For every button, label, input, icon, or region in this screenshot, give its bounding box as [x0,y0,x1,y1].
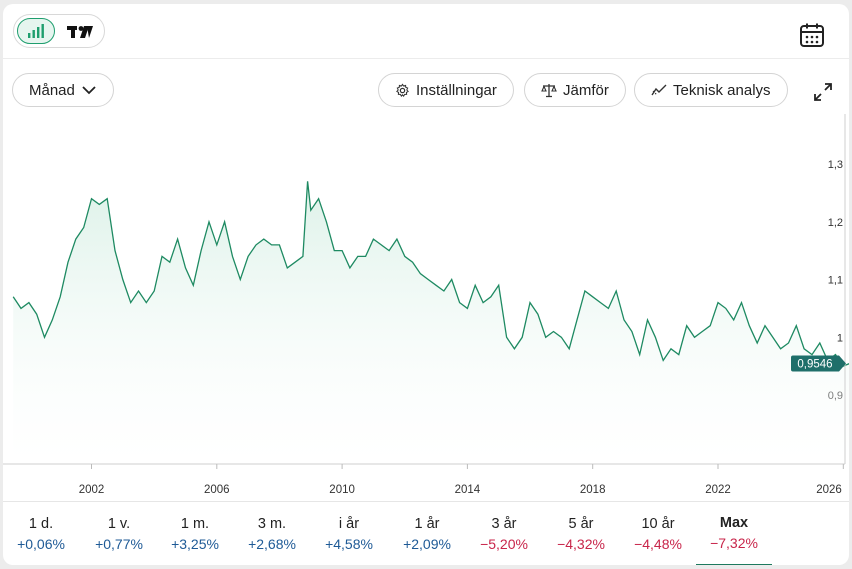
period-tabs: 1 d. +0,06% 1 v. +0,77% 1 m. +3,25% 3 m. +2,68%… [3,501,849,565]
period-tab[interactable]: 3 år −5,20% [468,502,540,565]
period-tab[interactable]: 3 m. +2,68% [236,502,308,565]
period-dropdown[interactable]: Månad [12,73,114,107]
compare-button[interactable]: Jämför [524,73,626,107]
y-tick-label: 1,1 [828,275,843,287]
x-tick-label: 2022 [705,484,731,496]
y-tick-label: 1,3 [828,159,843,171]
price-area-fill [13,181,849,464]
period-tab-label: i år [338,516,360,532]
x-tick-label: 2026 [816,484,842,496]
period-tab-label: 3 år [491,516,517,532]
bar-chart-icon[interactable] [17,18,55,44]
tradingview-logo-icon[interactable] [66,21,94,43]
last-value-badge-shape [791,355,846,372]
period-tab-label: 1 år [414,516,440,532]
period-tab[interactable]: 1 m. +3,25% [159,502,231,565]
period-tab-label: 10 år [641,516,675,532]
x-tick-label: 2014 [455,484,481,496]
period-tab-label: 1 d. [28,516,54,532]
gear-icon [396,83,409,97]
settings-label: Inställningar [416,81,497,99]
period-tab-change: +2,09% [403,536,451,552]
x-tick-label: 2010 [329,484,355,496]
expand-icon[interactable] [811,80,835,104]
period-dropdown-label: Månad [29,81,75,99]
period-tab-change: +3,25% [171,536,219,552]
y-tick-label: 1 [837,332,843,344]
period-tab[interactable]: 1 d. +0,06% [5,502,77,565]
period-tab-label: 1 v. [107,516,131,532]
chevron-down-icon [82,86,96,95]
period-tab-change: +4,58% [325,536,373,552]
x-tick-label: 2018 [580,484,606,496]
trend-line-icon [651,84,667,96]
period-tab[interactable]: 5 år −4,32% [545,502,617,565]
period-tab-change: −5,20% [480,536,528,552]
period-tab[interactable]: 10 år −4,48% [622,502,694,565]
chart-type-bar [3,4,849,59]
settings-button[interactable]: Inställningar [378,73,514,107]
price-line [12,181,849,367]
compare-label: Jämför [563,81,609,99]
period-tab[interactable]: 1 v. +0,77% [83,502,155,565]
period-tab-label: 1 m. [180,516,210,532]
period-tab-change: +0,77% [95,536,143,552]
last-value-label: 0,9546 [797,358,832,370]
technical-analysis-button[interactable]: Teknisk analys [634,73,788,107]
period-tab[interactable]: i år +4,58% [313,502,385,565]
x-tick-label: 2006 [204,484,230,496]
period-tab-label: Max [719,515,749,531]
period-tab-change: +2,68% [248,536,296,552]
period-tab-change: −4,48% [634,536,682,552]
chart-area[interactable]: 1,31,21,110,9 20022006201020142018202220… [3,114,849,504]
technical-analysis-label: Teknisk analys [673,81,771,99]
y-tick-label: 1,2 [828,217,843,229]
x-tick-label: 2002 [79,484,105,496]
scale-icon [541,83,557,97]
period-tab[interactable]: 1 år +2,09% [391,502,463,565]
period-tab-change: −7,32% [710,535,758,551]
chart-type-toggle[interactable] [13,14,105,48]
price-chart[interactable]: 1,31,21,110,9 20022006201020142018202220… [3,114,849,504]
calendar-icon[interactable] [799,22,825,48]
period-tab-label: 5 år [568,516,594,532]
period-tab[interactable]: Max −7,32% [696,502,772,565]
period-tab-label: 3 m. [257,516,287,532]
period-tab-change: −4,32% [557,536,605,552]
period-tab-change: +0,06% [17,536,65,552]
chart-card: Månad Inställningar Jämför Teknisk analy… [3,4,849,565]
last-value-badge: 0,9546 [791,355,846,372]
